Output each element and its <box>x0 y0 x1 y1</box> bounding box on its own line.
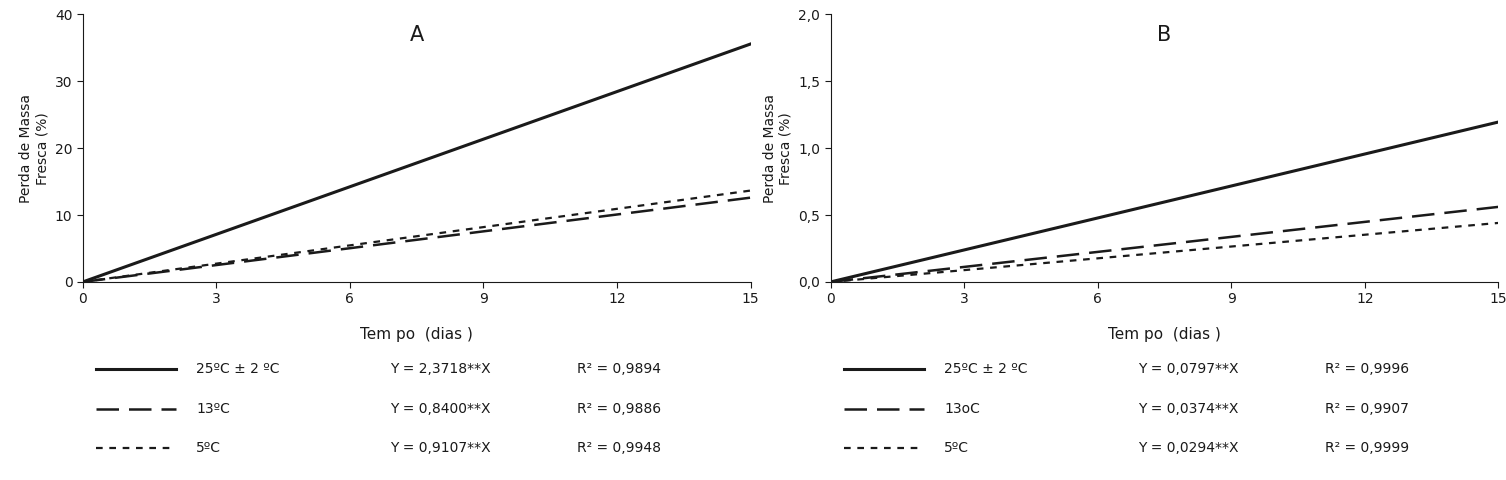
Text: Tem po  (dias ): Tem po (dias ) <box>1108 327 1221 342</box>
Y-axis label: Perda de Massa
Fresca (%): Perda de Massa Fresca (%) <box>762 94 792 203</box>
Text: R² = 0,9996: R² = 0,9996 <box>1325 361 1410 375</box>
Text: 5ºC: 5ºC <box>196 442 221 456</box>
Text: Y = 0,8400**X: Y = 0,8400**X <box>390 402 491 416</box>
Text: B: B <box>1158 25 1172 45</box>
Text: R² = 0,9886: R² = 0,9886 <box>577 402 661 416</box>
Text: Y = 0,0294**X: Y = 0,0294**X <box>1139 442 1238 456</box>
Text: 25ºC ± 2 ºC: 25ºC ± 2 ºC <box>196 361 280 375</box>
Text: 13oC: 13oC <box>944 402 980 416</box>
Text: R² = 0,9894: R² = 0,9894 <box>577 361 661 375</box>
Text: Y = 2,3718**X: Y = 2,3718**X <box>390 361 491 375</box>
Text: 5ºC: 5ºC <box>944 442 970 456</box>
Text: 13ºC: 13ºC <box>196 402 230 416</box>
Text: R² = 0,9999: R² = 0,9999 <box>1325 442 1410 456</box>
Y-axis label: Perda de Massa
Fresca (%): Perda de Massa Fresca (%) <box>20 94 50 203</box>
Text: R² = 0,9948: R² = 0,9948 <box>577 442 661 456</box>
Text: Y = 0,0374**X: Y = 0,0374**X <box>1139 402 1238 416</box>
Text: A: A <box>410 25 423 45</box>
Text: Y = 0,9107**X: Y = 0,9107**X <box>390 442 491 456</box>
Text: 25ºC ± 2 ºC: 25ºC ± 2 ºC <box>944 361 1027 375</box>
Text: Tem po  (dias ): Tem po (dias ) <box>360 327 473 342</box>
Text: Y = 0,0797**X: Y = 0,0797**X <box>1139 361 1238 375</box>
Text: R² = 0,9907: R² = 0,9907 <box>1325 402 1408 416</box>
